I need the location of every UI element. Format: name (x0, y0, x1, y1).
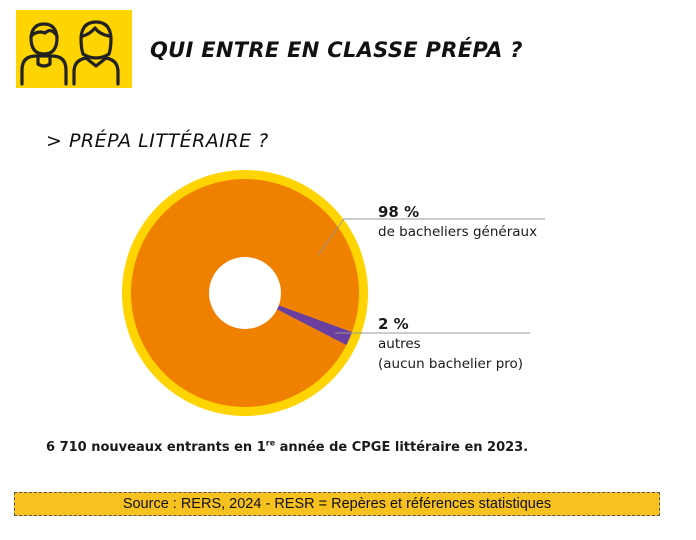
slice-value: 98 % (378, 203, 420, 221)
footnote-text-end: année de CPGE littéraire en 2023. (275, 440, 529, 455)
source-text: Source : RERS, 2024 - RESR = Repères et … (122, 496, 552, 512)
leader-line-98 (317, 218, 345, 256)
donut-hole (209, 257, 281, 329)
footnote-text: 6 710 nouveaux entrants en 1 (46, 440, 266, 455)
slice-label-autres: 2 % autres (aucun bachelier pro) (378, 314, 523, 374)
footnote-superscript: re (265, 438, 276, 448)
chart-subtitle: > PRÉPA LITTÉRAIRE ? (46, 130, 269, 152)
slice-description: de bacheliers généraux (378, 224, 538, 240)
page-title: QUI ENTRE EN CLASSE PRÉPA ? (150, 38, 523, 62)
two-students-icon (16, 10, 132, 88)
slice-description: autres (aucun bachelier pro) (378, 336, 524, 372)
footnote: 6 710 nouveaux entrants en 1re année de … (46, 438, 529, 455)
slice-value: 2 % (378, 315, 409, 333)
slice-label-bacheliers: 98 % de bacheliers généraux (378, 202, 537, 242)
source-banner: Source : RERS, 2024 - RESR = Repères et … (14, 492, 660, 516)
